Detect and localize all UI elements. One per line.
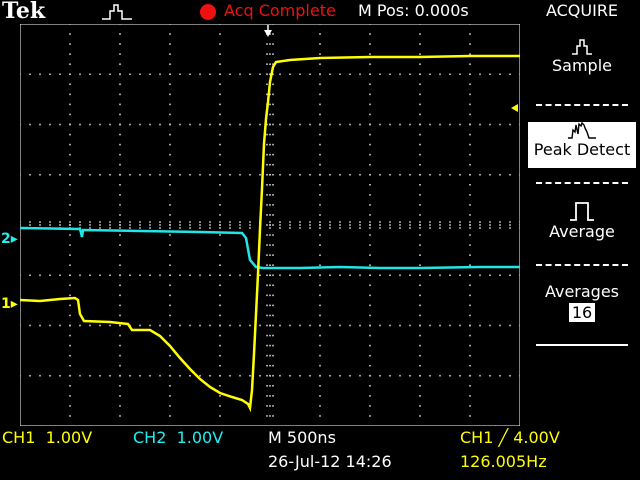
menu-peak-detect[interactable]: Peak Detect — [528, 122, 636, 168]
sample-icon — [572, 39, 592, 55]
menu-title: ACQUIRE — [545, 1, 619, 20]
menu-divider — [536, 264, 628, 266]
ch1-waveform — [20, 54, 520, 413]
menu-averages[interactable]: Averages 16 — [528, 282, 636, 338]
menu-sample-label: Sample — [552, 56, 612, 75]
ch2-arrow-icon: ▸ — [10, 231, 18, 247]
acquisition-status-indicator — [200, 4, 216, 20]
ch2-marker-label: 2 — [1, 231, 11, 247]
menu-average[interactable]: Average — [528, 200, 636, 252]
ch1-ground-marker: 1▸ — [1, 296, 18, 312]
date-time: 26-Jul-12 14:26 — [268, 452, 392, 471]
ch1-marker-label: 1 — [1, 296, 11, 312]
peak-detect-icon — [568, 122, 596, 139]
ch2-waveform — [20, 226, 520, 270]
ch2-label: CH2 — [133, 428, 167, 447]
frequency-readout: 126.005Hz — [460, 452, 547, 471]
timebase-readout: M 500ns — [268, 428, 336, 447]
ch1-scale-readout: CH1 1.00V — [2, 428, 92, 447]
trigger-readout: CH1 ╱ 4.00V — [460, 428, 560, 447]
menu-divider — [536, 182, 628, 184]
ch2-scale-readout: CH2 1.00V — [133, 428, 223, 447]
ch2-ground-marker: 2▸ — [1, 231, 18, 247]
menu-average-label: Average — [549, 222, 615, 241]
menu-sample[interactable]: Sample — [528, 38, 636, 90]
waveform-display — [20, 24, 520, 426]
ch2-scale: 1.00V — [176, 428, 224, 447]
ch1-arrow-icon: ▸ — [10, 296, 18, 312]
average-icon — [570, 202, 594, 221]
averages-value: 16 — [568, 303, 596, 322]
acquire-menu: Sample Peak Detect Average Averages 16 — [528, 24, 636, 426]
trigger-level-marker — [511, 104, 518, 112]
menu-divider — [536, 104, 628, 106]
menu-averages-label: Averages — [544, 282, 620, 301]
graticule — [20, 24, 520, 417]
trigger-state-icon — [102, 4, 132, 20]
brand-logo: Tek — [2, 0, 46, 24]
horizontal-position: M Pos: 0.000s — [358, 1, 469, 20]
ch1-label: CH1 — [2, 428, 36, 447]
trigger-position-marker — [264, 30, 272, 37]
acquisition-status: Acq Complete — [224, 1, 336, 20]
menu-peak-detect-label: Peak Detect — [533, 140, 631, 159]
menu-divider — [536, 344, 628, 346]
ch1-scale: 1.00V — [45, 428, 93, 447]
